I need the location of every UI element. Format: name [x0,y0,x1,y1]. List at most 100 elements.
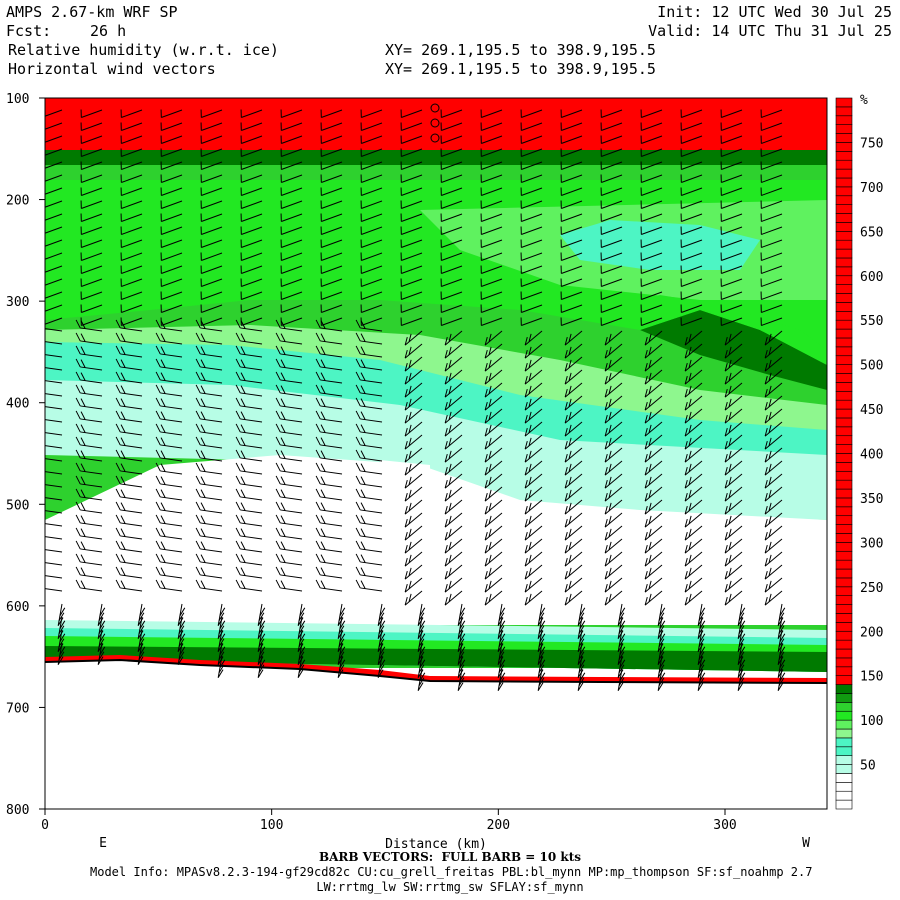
wind-barb [355,397,383,410]
wind-barb [680,226,703,235]
wind-barb [484,330,503,346]
wind-barb [764,499,783,515]
wind-barb [45,418,63,423]
wind-barb [737,642,746,665]
colorbar-box [835,586,853,596]
colorbar-box [835,310,853,321]
wind-barb [617,616,626,639]
wind-barb [360,291,383,300]
wind-barb [75,397,103,410]
wind-barb [524,499,543,515]
wind-barb [524,486,543,502]
wind-barb [195,566,223,579]
wind-barb [195,319,223,332]
wind-barb [235,410,263,423]
wind-barb [600,252,623,261]
wind-barb [444,564,463,580]
wind-barb [604,512,623,528]
colorbar-box [835,488,853,499]
wind-barb [440,161,463,170]
wind-barb [377,616,386,639]
wind-barb [115,384,143,397]
wind-barb [604,577,623,593]
wind-barb [235,488,263,501]
wind-barb [177,642,186,665]
wind-barb [115,410,143,423]
wind-barb [480,278,503,287]
wind-barb [315,488,343,501]
wind-barb [155,358,183,371]
wind-barb [680,317,703,326]
wind-barb [724,447,743,463]
wind-barb [604,382,623,398]
wind-barb [497,616,506,639]
wind-barb [604,564,623,580]
wind-barb [737,629,746,652]
wind-barb [400,187,423,196]
wind-barb [45,392,63,397]
wind-barb [564,460,583,476]
colorbar-box [835,319,853,330]
wind-barb [604,356,623,372]
wind-barb [600,304,623,313]
colorbar-box [835,515,853,525]
colorbar-label: 750 [860,136,883,151]
wind-barb [360,122,383,131]
wind-barb [444,395,463,411]
forecast-label: Fcst: [6,22,52,40]
wind-barb [417,642,426,665]
y-axis: 100 200 300 400 500 600 700 800 [6,92,45,818]
wind-barb [315,371,343,384]
wind-barb [404,551,423,567]
xy-line-1: XY= 269.1,195.5 to 398.9,195.5 [385,41,656,59]
wind-barb [760,187,783,196]
wind-barb [644,330,663,346]
wind-barb [45,405,63,410]
wind-barb [160,135,183,144]
x-tick-label: 100 [260,818,283,833]
wind-barb [280,200,303,209]
wind-barb [115,397,143,410]
wind-barb [440,174,463,183]
wind-barb [497,629,506,652]
wind-barb [177,616,186,639]
wind-barb [217,629,226,652]
wind-barb [75,332,103,345]
wind-barb [524,343,543,359]
wind-barb [75,436,103,449]
wind-barb [480,161,503,170]
wind-barb [120,135,143,144]
wind-barb [275,488,303,501]
wind-barb [760,200,783,209]
wind-barb [45,340,63,345]
wind-barb [480,239,503,248]
wind-barb [240,252,263,261]
wind-barb [457,668,466,691]
wind-barb [45,148,63,156]
wind-barb [200,239,223,248]
wind-barb [764,577,783,593]
wind-barb [320,304,343,313]
wind-barb [80,174,103,183]
wind-barb [160,174,183,183]
wind-barb [217,642,226,665]
wind-barb [240,200,263,209]
wind-barb [235,527,263,540]
wind-barb [560,174,583,183]
wind-barb [360,187,383,196]
wind-barb [560,109,583,118]
wind-barb [360,265,383,274]
wind-barb [235,501,263,514]
wind-barb [524,434,543,450]
wind-barb [444,434,463,450]
wind-barb [355,384,383,397]
wind-barb [524,551,543,567]
wind-barb [200,135,223,144]
wind-barb [315,384,343,397]
wind-barb [320,109,343,118]
wind-barb [404,473,423,489]
colorbar-box [835,524,853,534]
wind-barb [45,291,63,299]
wind-barb [257,616,266,639]
wind-barb [720,174,743,183]
